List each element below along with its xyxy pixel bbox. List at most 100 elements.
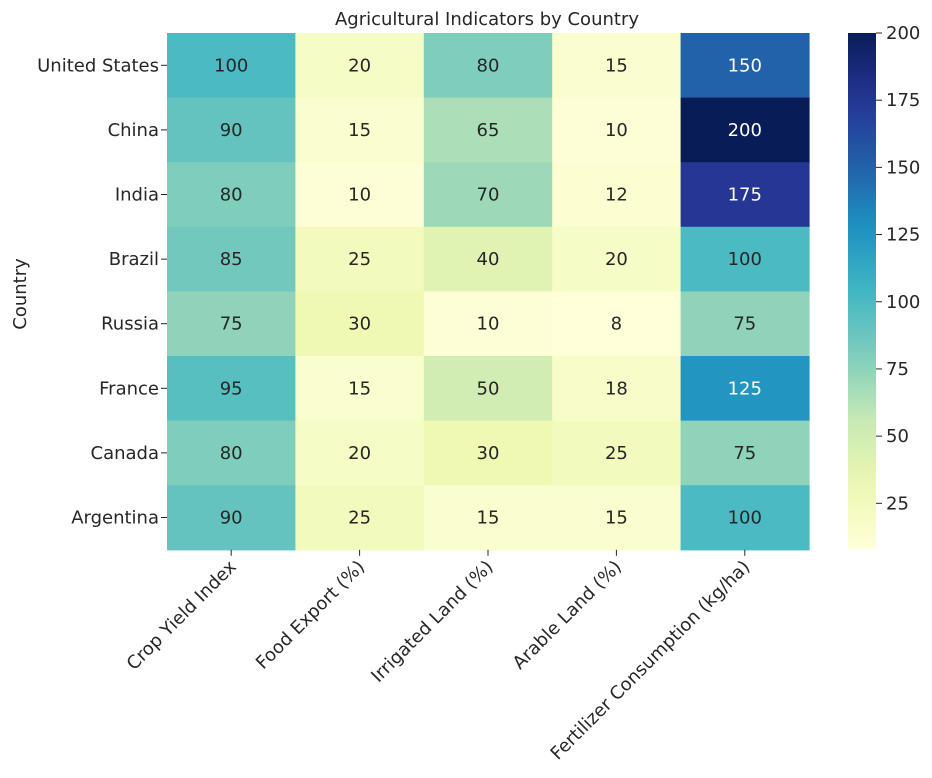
cell-argentina-irrigated-land — [423, 485, 553, 551]
heatmap-cells: 100 20 80 15 150 90 15 65 10 200 80 10 70 12 175 85 25 40… — [167, 33, 810, 551]
column-label-arable-land: Arable Land (%) — [509, 556, 626, 673]
cell-canada-crop-yield-index — [167, 420, 296, 486]
cell-value-label: 50 — [477, 378, 500, 399]
cell-russia-fertilizer-consumption-kg-ha — [680, 291, 810, 357]
cell-russia-arable-land — [552, 291, 682, 357]
colorbar-tick-label: 200 — [886, 23, 920, 44]
cell-russia-food-export — [295, 291, 425, 357]
cell-value-label: 75 — [733, 443, 756, 464]
cell-value-label: 40 — [477, 249, 500, 270]
cell-brazil-crop-yield-index — [167, 226, 296, 292]
cell-china-crop-yield-index — [167, 97, 296, 163]
cell-value-label: 30 — [348, 314, 371, 335]
column-labels: Crop Yield Index Food Export (%)Irrigated… — [123, 549, 755, 764]
cell-argentina-crop-yield-index — [167, 485, 296, 551]
cell-united-states-fertilizer-consumption-kg-ha — [680, 33, 810, 99]
cell-value-label: 10 — [348, 185, 371, 206]
cell-india-crop-yield-index — [167, 162, 296, 228]
row-label-canada: Canada — [91, 443, 160, 464]
cell-russia-crop-yield-index — [167, 291, 296, 357]
cell-value-label: 70 — [477, 185, 500, 206]
cell-russia-irrigated-land — [423, 291, 553, 357]
colorbar-tick-label: 125 — [886, 225, 920, 246]
cell-canada-irrigated-land — [423, 420, 553, 486]
cell-canada-food-export — [295, 420, 425, 486]
cell-value-label: 10 — [477, 314, 500, 335]
cell-united-states-food-export — [295, 33, 425, 99]
cell-argentina-food-export — [295, 485, 425, 551]
cell-value-label: 95 — [220, 378, 243, 399]
cell-china-food-export — [295, 97, 425, 163]
cell-value-label: 25 — [348, 508, 371, 529]
cell-canada-arable-land — [552, 420, 682, 486]
row-label-china: China — [108, 120, 159, 141]
cell-value-label: 200 — [728, 120, 762, 141]
cell-value-label: 8 — [611, 314, 622, 335]
cell-value-label: 175 — [728, 185, 762, 206]
cell-value-label: 15 — [605, 508, 628, 529]
colorbar-tick-label: 25 — [886, 493, 909, 514]
cell-value-label: 80 — [477, 55, 500, 76]
cell-value-label: 15 — [348, 120, 371, 141]
cell-united-states-arable-land — [552, 33, 682, 99]
colorbar-gradient — [848, 33, 876, 549]
cell-value-label: 150 — [728, 55, 762, 76]
cell-value-label: 80 — [220, 185, 243, 206]
cell-value-label: 20 — [348, 55, 371, 76]
cell-value-label: 125 — [728, 378, 762, 399]
cell-india-food-export — [295, 162, 425, 228]
cell-india-irrigated-land — [423, 162, 553, 228]
colorbar-tick-label: 75 — [886, 359, 909, 380]
row-label-france: France — [99, 378, 159, 399]
cell-india-fertilizer-consumption-kg-ha — [680, 162, 810, 228]
cell-france-food-export — [295, 356, 425, 422]
cell-canada-fertilizer-consumption-kg-ha — [680, 420, 810, 486]
cell-value-label: 30 — [477, 443, 500, 464]
cell-china-arable-land — [552, 97, 682, 163]
colorbar-tick-label: 150 — [886, 157, 920, 178]
row-labels: United States China India Brazil Russia Franc… — [37, 55, 167, 529]
cell-united-states-irrigated-land — [423, 33, 553, 99]
cell-value-label: 85 — [220, 249, 243, 270]
column-label-fertilizer-consumption-kg-ha: Fertilizer Consumption (kg/ha) — [547, 556, 755, 764]
cell-france-irrigated-land — [423, 356, 553, 422]
cell-china-irrigated-land — [423, 97, 553, 163]
row-label-brazil: Brazil — [109, 249, 159, 270]
row-label-united-states: United States — [37, 55, 159, 76]
colorbar: 25 50 75 100 125 150 175 200 — [848, 23, 920, 549]
cell-brazil-fertilizer-consumption-kg-ha — [680, 226, 810, 292]
cell-value-label: 90 — [220, 508, 243, 529]
cell-brazil-arable-land — [552, 226, 682, 292]
y-axis-label: Country — [10, 258, 31, 330]
column-label-crop-yield-index: Crop Yield Index — [123, 556, 241, 674]
cell-brazil-food-export — [295, 226, 425, 292]
colorbar-tick-label: 100 — [886, 292, 920, 313]
cell-value-label: 12 — [605, 185, 628, 206]
column-label-irrigated-land: Irrigated Land (%) — [367, 556, 497, 686]
cell-value-label: 65 — [477, 120, 500, 141]
colorbar-tick-label: 50 — [886, 426, 909, 447]
cell-value-label: 80 — [220, 443, 243, 464]
cell-value-label: 20 — [605, 249, 628, 270]
cell-argentina-fertilizer-consumption-kg-ha — [680, 485, 810, 551]
cell-value-label: 18 — [605, 378, 628, 399]
cell-united-states-crop-yield-index — [167, 33, 296, 99]
cell-brazil-irrigated-land — [423, 226, 553, 292]
colorbar-tick-label: 175 — [886, 90, 920, 111]
cell-value-label: 100 — [728, 508, 762, 529]
cell-france-arable-land — [552, 356, 682, 422]
cell-value-label: 15 — [348, 378, 371, 399]
cell-value-label: 15 — [605, 55, 628, 76]
row-label-india: India — [115, 185, 159, 206]
cell-value-label: 90 — [220, 120, 243, 141]
cell-value-label: 75 — [733, 314, 756, 335]
cell-value-label: 25 — [348, 249, 371, 270]
cell-france-crop-yield-index — [167, 356, 296, 422]
cell-value-label: 20 — [348, 443, 371, 464]
row-label-russia: Russia — [101, 314, 159, 335]
cell-argentina-arable-land — [552, 485, 682, 551]
cell-china-fertilizer-consumption-kg-ha — [680, 97, 810, 163]
cell-value-label: 25 — [605, 443, 628, 464]
cell-value-label: 100 — [214, 55, 248, 76]
